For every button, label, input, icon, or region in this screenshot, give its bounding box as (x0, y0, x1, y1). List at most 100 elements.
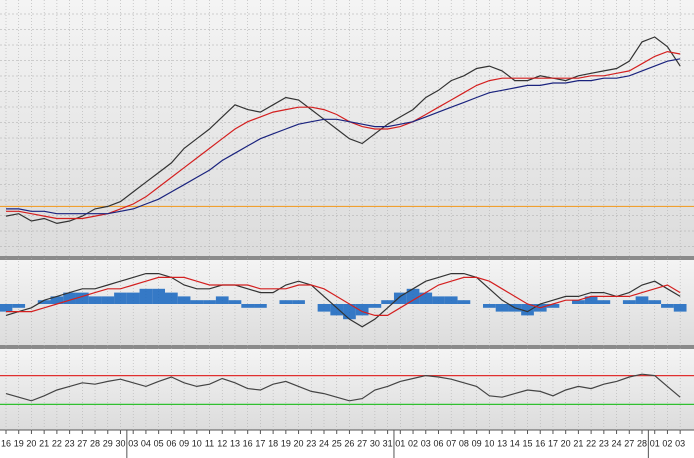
x-tick-label: 11 (205, 438, 214, 448)
histogram-bar (101, 296, 115, 304)
histogram-bar (203, 300, 216, 304)
x-tick-label: 16 (1, 438, 11, 448)
x-tick-label: 02 (408, 438, 418, 448)
x-tick-label: 20 (561, 438, 571, 448)
x-tick-label: 26 (344, 438, 354, 448)
histogram-bar (648, 300, 662, 304)
histogram-bar (597, 300, 611, 304)
histogram-bar (165, 292, 178, 304)
histogram-bar (126, 292, 140, 304)
histogram-bar (546, 304, 560, 308)
x-tick-label: 09 (472, 438, 482, 448)
x-tick-label: 06 (433, 438, 443, 448)
x-tick-label: 21 (573, 438, 583, 448)
histogram-bar (114, 292, 127, 304)
x-tick-label: 23 (65, 438, 75, 448)
histogram-bar (393, 292, 407, 304)
x-tick-label: 01 (395, 438, 405, 448)
histogram-bar (622, 300, 636, 304)
histogram-bar (444, 296, 458, 304)
histogram-bar (88, 296, 102, 304)
histogram-bar (635, 296, 649, 304)
x-tick-label: 04 (141, 438, 151, 448)
x-tick-label: 06 (166, 438, 176, 448)
x-tick-label: 03 (421, 438, 431, 448)
histogram-bar (190, 300, 204, 304)
x-tick-label: 07 (446, 438, 456, 448)
x-tick-label: 10 (192, 438, 202, 448)
x-tick-label: 12 (217, 438, 227, 448)
histogram-bar (330, 304, 344, 316)
x-tick-label: 29 (103, 438, 113, 448)
histogram-bar (139, 288, 153, 304)
x-tick-label: 02 (662, 438, 672, 448)
x-tick-label: 09 (179, 438, 189, 448)
x-tick-label: 05 (154, 438, 164, 448)
histogram-bar (0, 304, 13, 312)
x-tick-label: 31 (383, 438, 393, 448)
histogram-bar (63, 292, 76, 304)
x-tick-label: 24 (319, 438, 329, 448)
histogram-bar (343, 304, 356, 320)
histogram-bar (317, 304, 331, 312)
histogram-bar (75, 292, 89, 304)
series-line (6, 58, 681, 215)
x-tick-label: 30 (115, 438, 125, 448)
oscillator-panel (0, 349, 694, 430)
histogram-bar (368, 304, 382, 308)
x-tick-label: 19 (281, 438, 291, 448)
histogram-bar (584, 296, 598, 304)
histogram-bar (228, 300, 242, 304)
series-line (5, 373, 681, 402)
x-tick-label: 14 (510, 438, 520, 448)
x-tick-label: 25 (332, 438, 342, 448)
x-tick-label: 13 (230, 438, 240, 448)
histogram-bar (495, 304, 509, 312)
x-tick-label: 27 (77, 438, 87, 448)
x-tick-label: 17 (548, 438, 558, 448)
x-tick-label: 16 (535, 438, 545, 448)
histogram-bar (279, 300, 293, 304)
x-tick-label: 27 (624, 438, 634, 448)
histogram-bar (432, 296, 445, 304)
histogram-bar (241, 304, 255, 308)
histogram-bar (152, 288, 165, 304)
histogram-bar (355, 304, 369, 316)
x-tick-label: 08 (459, 438, 469, 448)
histogram-bar (254, 304, 267, 308)
x-tick-label: 03 (128, 438, 138, 448)
x-tick-label: 30 (370, 438, 380, 448)
x-tick-label: 28 (90, 438, 100, 448)
x-tick-label: 20 (294, 438, 304, 448)
histogram-bar (661, 304, 674, 308)
histogram-bar (215, 296, 229, 304)
histogram-bar (572, 300, 585, 304)
x-tick-label: 28 (637, 438, 647, 448)
x-tick-label: 23 (306, 438, 316, 448)
series-line (5, 273, 681, 328)
x-tick-label: 22 (52, 438, 62, 448)
x-tick-label: 17 (255, 438, 265, 448)
histogram-bar (419, 292, 433, 304)
histogram-bar (457, 300, 471, 304)
histogram-bar (406, 288, 420, 304)
x-tick-label: 27 (357, 438, 367, 448)
series-line (6, 50, 681, 220)
x-tick-label: 15 (523, 438, 533, 448)
histogram-bar (521, 304, 534, 316)
x-tick-label: 21 (39, 438, 49, 448)
histogram-bar (483, 304, 496, 308)
histogram-bar (673, 304, 687, 312)
series-line (5, 36, 681, 225)
x-tick-label: 01 (650, 438, 660, 448)
x-tick-label: 23 (599, 438, 609, 448)
histogram-bar (292, 300, 305, 304)
x-tick-label: 03 (675, 438, 685, 448)
histogram-bar (37, 300, 51, 304)
histogram-bar (12, 304, 26, 308)
x-tick-label: 18 (268, 438, 278, 448)
x-tick-label: 19 (14, 438, 24, 448)
series-line (6, 276, 681, 316)
x-tick-label: 24 (612, 438, 622, 448)
